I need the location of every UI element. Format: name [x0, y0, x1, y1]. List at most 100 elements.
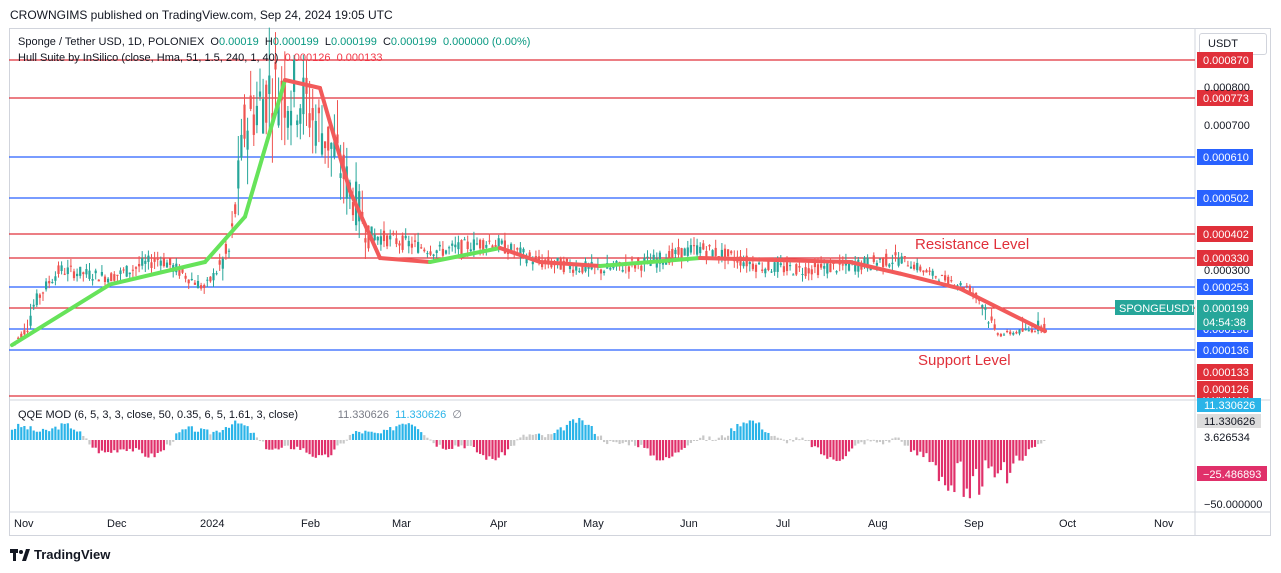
candle-body: [457, 242, 460, 250]
candle-body: [711, 250, 714, 257]
candle-body: [854, 263, 857, 272]
qqe-bar: [57, 429, 60, 440]
qqe-bar: [947, 440, 950, 491]
candle-body: [227, 250, 231, 252]
qqe-bar: [1002, 440, 1006, 463]
candle-body: [386, 235, 389, 247]
chart-frame: [9, 28, 1271, 536]
symbol-tag: SPONGEUSDT: [1119, 303, 1196, 315]
candle-body: [218, 260, 221, 265]
candle-body: [578, 270, 581, 272]
candle-body: [116, 274, 119, 276]
candle-body: [1009, 331, 1012, 335]
qqe-bar: [829, 440, 832, 458]
candle-body: [240, 134, 243, 158]
candle-body: [897, 258, 900, 266]
hull-tag-bg: [1197, 381, 1253, 397]
tradingview-logo[interactable]: TradingView: [10, 547, 110, 562]
candle-body: [789, 265, 792, 267]
qqe-bar: [231, 424, 234, 440]
candle-body: [556, 257, 559, 261]
candle-body: [407, 240, 410, 247]
qqe-bar: [386, 429, 389, 440]
time-tick: Apr: [490, 518, 507, 530]
candle-body: [996, 333, 999, 335]
candle-body: [426, 253, 429, 255]
hull-segment: [848, 260, 902, 276]
candle-body: [32, 304, 35, 307]
candle-body: [909, 266, 913, 269]
candle-body: [770, 271, 773, 273]
price-tick: 0.000700: [1204, 120, 1250, 132]
candle-body: [451, 243, 454, 246]
qqe-bar: [838, 440, 841, 461]
qqe-bar: [900, 440, 903, 442]
qqe-bar: [448, 440, 451, 449]
candle-body: [444, 250, 448, 254]
qqe-bar: [553, 433, 556, 440]
qqe-bar: [841, 440, 844, 460]
candle-body: [758, 262, 761, 265]
qqe-bar: [503, 440, 506, 456]
qqe-bar: [671, 440, 674, 457]
level-tag: 0.000870: [1203, 55, 1249, 67]
qqe-bar: [438, 440, 441, 445]
qqe-bar: [249, 432, 252, 440]
qqe-bar: [274, 440, 277, 449]
candle-body: [987, 322, 990, 324]
candle-body: [922, 270, 925, 273]
qqe-bar: [581, 420, 584, 440]
hull-segment: [318, 86, 352, 194]
countdown: 04:54:38: [1203, 317, 1246, 329]
candle-body: [398, 243, 401, 246]
qqe-bar: [658, 440, 661, 461]
candle-body: [20, 333, 23, 339]
qqe-bar: [885, 440, 888, 441]
candle-body: [692, 245, 696, 247]
qqe-bar: [677, 440, 680, 453]
qqe-bar: [475, 440, 479, 453]
qqe-bar: [193, 431, 196, 440]
candle-body: [575, 266, 578, 271]
qqe-bar: [435, 440, 438, 447]
hull-segment: [283, 78, 322, 90]
candle-body: [311, 108, 314, 121]
level-tag-bg: [1197, 250, 1253, 266]
qqe-bar: [1027, 440, 1030, 450]
qqe-bar: [844, 440, 847, 457]
candle-body: [720, 249, 723, 258]
candle-body: [764, 268, 767, 274]
close-label: C: [382, 36, 391, 48]
candle-body: [454, 244, 457, 248]
qqe-bar: [751, 420, 754, 440]
qqe-bar: [767, 432, 770, 440]
open-value: 0.00019: [218, 36, 259, 48]
qqe-bar: [234, 420, 237, 440]
candle-body: [875, 262, 878, 266]
qqe-bar: [655, 440, 658, 461]
qqe-bar: [758, 422, 761, 440]
qqe-bar: [940, 440, 944, 477]
qqe-bar: [134, 440, 138, 449]
qqe-bar: [785, 440, 789, 444]
qqe-bar: [782, 439, 785, 441]
qqe-bar: [882, 440, 885, 445]
qqe-bar: [497, 440, 500, 458]
candle-body: [265, 84, 268, 123]
qqe-bar: [265, 440, 268, 450]
candle-body: [41, 292, 45, 294]
level-tag-bg: [1197, 279, 1253, 295]
qqe-bar: [680, 440, 683, 450]
qqe-bar: [479, 440, 482, 454]
qqe-bar: [944, 440, 947, 486]
qqe-bar: [640, 440, 643, 445]
candle-body: [60, 265, 63, 272]
qqe-bar: [153, 440, 156, 458]
qqe-bar: [364, 430, 367, 440]
candle-body: [410, 243, 413, 248]
candle-body: [156, 258, 159, 260]
qqe-bar: [730, 428, 733, 440]
qqe-bar: [128, 440, 131, 449]
qqe-bar: [175, 433, 178, 440]
